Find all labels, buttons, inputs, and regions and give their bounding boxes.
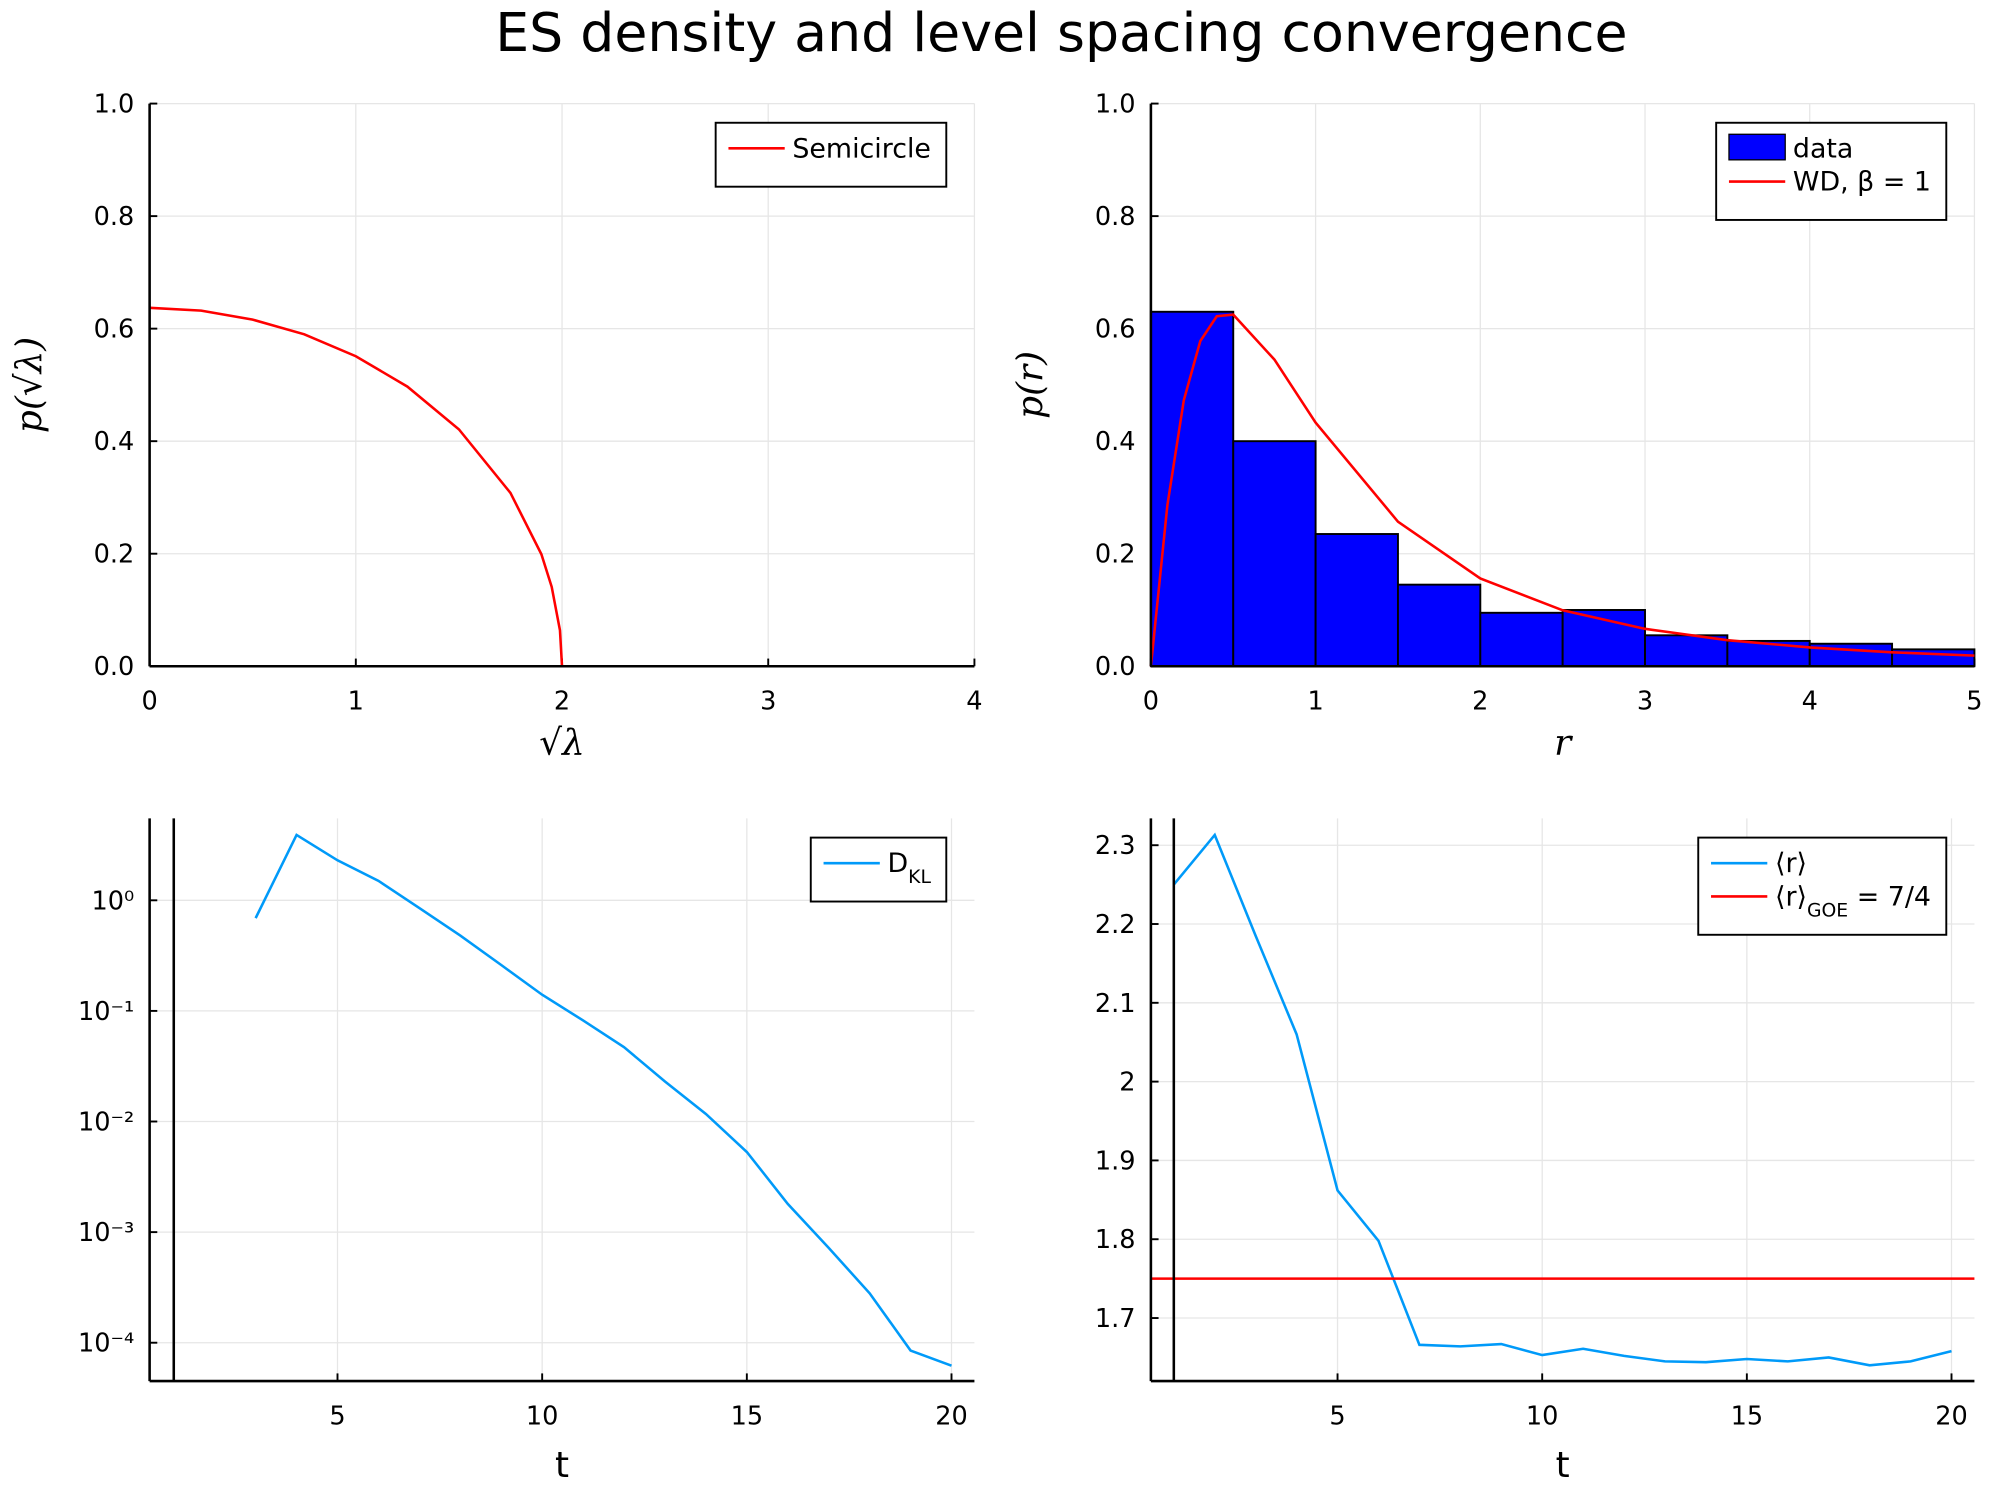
y-tick-label: 1.7 [1095,1304,1136,1334]
x-tick-label: 1 [348,687,364,717]
y-tick-label: 0.6 [94,315,135,345]
y-tick-label: 0.8 [1095,202,1136,232]
x-axis-label: t [1556,1445,1570,1486]
y-tick-label: 0.4 [1095,427,1136,457]
figure-title: ES density and level spacing convergence [495,1,1627,64]
y-axis-label: p(r) [1010,351,1051,419]
subplot: 5 10 15 20 1.7 1.8 1.9 2 2.1 2.2 2.3 t ⟨r⟩⟨r⟩GOE = 7… [1095,818,1975,1486]
y-tick-label: 0.0 [1095,652,1136,682]
histogram-bar [1644,634,1729,668]
data-line [149,306,564,667]
histogram-bar [1314,533,1399,668]
x-tick-label: 5 [1329,1402,1345,1432]
subplot: 5 10 15 20 10⁰ 10⁻¹ 10⁻² 10⁻³ 10⁻⁴ t DKL [78,818,975,1486]
x-axis-label: √λ [539,722,585,763]
y-tick-label: 10⁻⁴ [78,1329,134,1359]
legend-label: DKL [887,848,931,888]
y-tick-label: 1.0 [94,90,135,120]
x-tick-label: 5 [1966,687,1982,717]
y-tick-label: 2 [1119,1068,1135,1098]
x-tick-label: 1 [1307,687,1323,717]
x-axis-label: r [1554,722,1573,763]
x-tick-label: 0 [1143,687,1159,717]
y-tick-label: 1.8 [1095,1225,1136,1255]
y-tick-label: 10⁰ [91,886,134,916]
x-tick-label: 15 [731,1402,764,1432]
legend-label: ⟨r⟩GOE = 7/4 [1775,881,1931,921]
histogram-bar [1396,583,1482,668]
x-tick-label: 20 [1935,1402,1968,1432]
x-tick-label: 0 [141,687,157,717]
data-line [1149,313,1975,667]
histogram-bar [1479,611,1564,668]
y-tick-label: 10⁻³ [78,1218,134,1248]
x-tick-label: 10 [1526,1402,1559,1432]
subplot: 0 1 2 3 4 0.0 0.2 0.4 0.6 0.8 1.0 √λ p(√λ) Semicircle [9,90,983,764]
y-tick-label: 0.2 [1095,540,1136,570]
y-tick-label: 0.4 [94,427,135,457]
y-axis-label: p(√λ) [9,337,50,433]
x-tick-label: 3 [1637,687,1653,717]
x-tick-label: 15 [1731,1402,1764,1432]
data-line [254,833,952,1367]
x-tick-label: 3 [760,687,776,717]
y-tick-label: 10⁻² [78,1107,134,1137]
legend-label: data [1793,133,1853,164]
y-tick-label: 0.2 [94,540,135,570]
legend: DKL [809,836,948,903]
x-tick-label: 2 [554,687,570,717]
legend-frame [809,836,948,903]
legend: Semicircle [714,121,948,188]
y-tick-label: 0.8 [94,202,135,232]
legend-label: Semicircle [792,133,931,164]
x-axis-label: t [555,1445,569,1486]
y-tick-label: 1.9 [1095,1146,1136,1176]
histogram-bar [1232,440,1317,668]
x-tick-label: 10 [526,1402,559,1432]
x-tick-label: 2 [1472,687,1488,717]
legend-frame [1697,836,1948,936]
histogram-bar [1149,310,1235,668]
y-tick-label: 0.0 [94,652,135,682]
x-tick-label: 4 [1802,687,1818,717]
y-tick-label: 0.6 [1095,315,1136,345]
x-tick-label: 4 [966,687,982,717]
data-line [1172,832,1952,1367]
x-tick-label: 20 [935,1402,968,1432]
y-tick-label: 1.0 [1095,90,1136,120]
legend-swatch [1728,133,1786,161]
y-tick-label: 2.3 [1095,831,1136,861]
legend-frame [1715,121,1948,221]
y-tick-label: 2.2 [1095,910,1136,940]
legend-frame [714,121,948,188]
y-tick-label: 2.1 [1095,989,1136,1019]
legend-label: ⟨r⟩ [1775,848,1807,879]
legend-label: WD, β = 1 [1793,167,1931,198]
x-tick-label: 5 [329,1402,345,1432]
y-tick-label: 10⁻¹ [78,997,134,1027]
legend: ⟨r⟩⟨r⟩GOE = 7/4 [1697,836,1948,936]
